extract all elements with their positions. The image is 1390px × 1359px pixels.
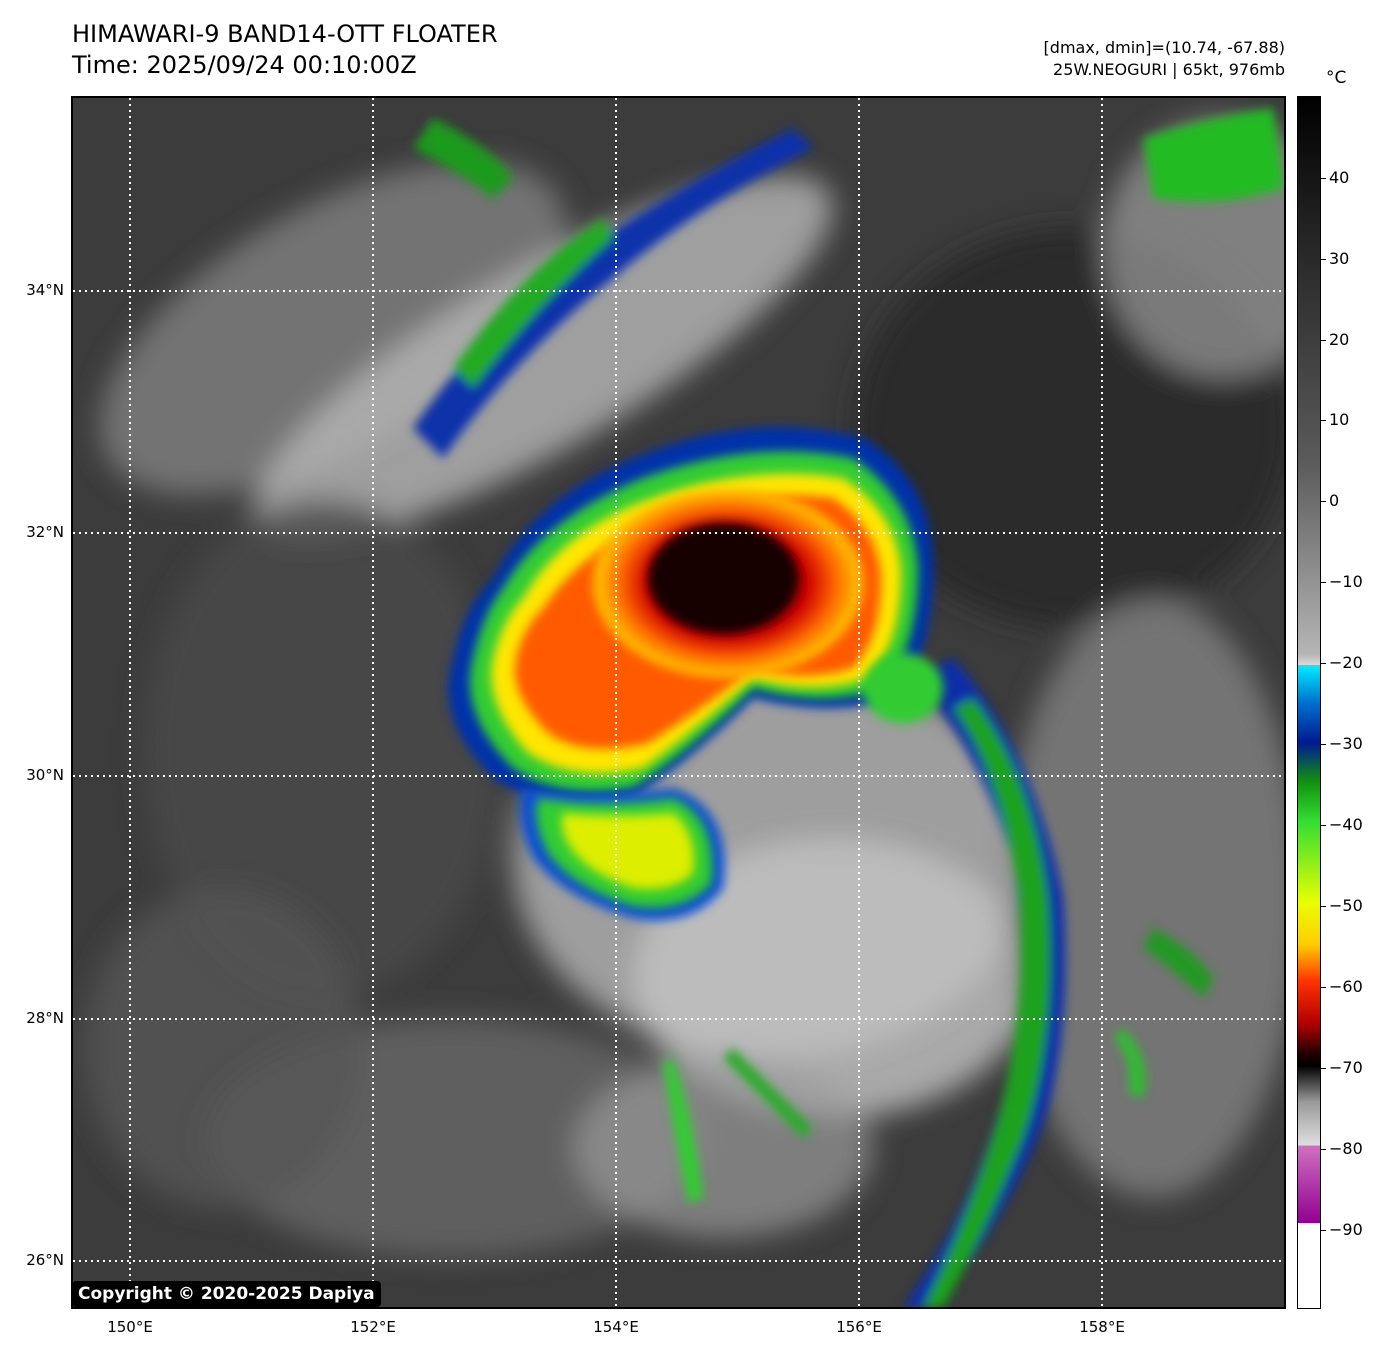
satellite-map: [71, 96, 1286, 1309]
lat-label-26n: 26°N: [26, 1251, 64, 1269]
colorbar-tick-0: 0: [1329, 491, 1340, 510]
lon-label-158e: 158°E: [1079, 1318, 1125, 1336]
colorbar-tick-minus30: −30: [1329, 734, 1363, 753]
colorbar-tick-10: 10: [1329, 410, 1350, 429]
satellite-imagery: [73, 98, 1284, 1307]
colorbar-tick-minus60: −60: [1329, 977, 1363, 996]
colorbar-tick-minus80: −80: [1329, 1139, 1363, 1158]
colorbar-tick-minus50: −50: [1329, 896, 1363, 915]
image-title: HIMAWARI-9 BAND14-OTT FLOATER: [72, 20, 498, 48]
colorbar-unit: °C: [1326, 68, 1347, 88]
storm-info: 25W.NEOGURI | 65kt, 976mb: [1053, 60, 1285, 79]
colorbar-tick-40: 40: [1329, 168, 1350, 187]
lat-label-30n: 30°N: [26, 766, 64, 784]
lat-label-34n: 34°N: [26, 281, 64, 299]
storm-cloud-mass: [448, 426, 943, 920]
cloud-bands: [413, 108, 1284, 1307]
colorbar-tick-minus40: −40: [1329, 815, 1363, 834]
colorbar-tick-minus70: −70: [1329, 1058, 1363, 1077]
lon-label-154e: 154°E: [593, 1318, 639, 1336]
colorbar-tick-20: 20: [1329, 330, 1350, 349]
copyright-badge: Copyright © 2020-2025 Dapiya: [72, 1281, 381, 1307]
colorbar: [1297, 96, 1321, 1309]
lat-label-28n: 28°N: [26, 1009, 64, 1027]
lon-label-150e: 150°E: [107, 1318, 153, 1336]
background-clouds: [83, 118, 1284, 1258]
colorbar-tick-minus90: −90: [1329, 1220, 1363, 1239]
lat-label-32n: 32°N: [26, 523, 64, 541]
graticule: [73, 98, 1284, 1307]
lon-label-156e: 156°E: [836, 1318, 882, 1336]
image-timestamp: Time: 2025/09/24 00:10:00Z: [72, 51, 417, 79]
temperature-range-info: [dmax, dmin]=(10.74, -67.88): [1043, 38, 1285, 57]
colorbar-tick-minus10: −10: [1329, 572, 1363, 591]
colorbar-tick-minus20: −20: [1329, 653, 1363, 672]
colorbar-tick-30: 30: [1329, 249, 1350, 268]
lon-label-152e: 152°E: [350, 1318, 396, 1336]
